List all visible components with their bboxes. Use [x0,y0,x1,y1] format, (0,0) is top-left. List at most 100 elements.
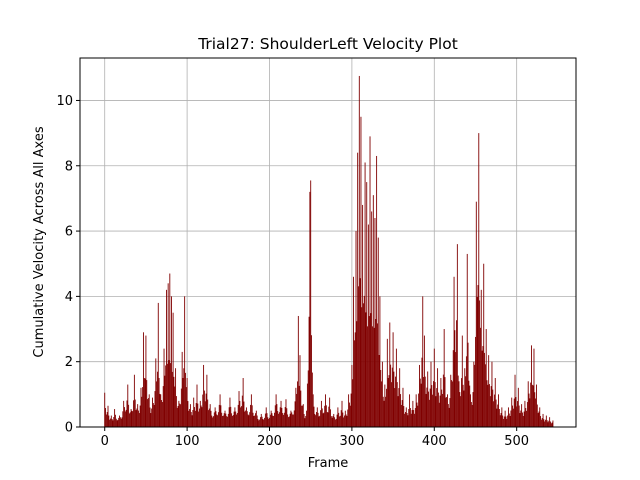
bar [325,394,326,427]
bar [551,422,553,427]
bar [254,415,256,427]
bar [403,406,405,427]
bar [259,417,261,427]
bar [190,412,192,427]
bar [520,410,522,427]
bar [500,413,502,427]
bar [427,371,429,427]
bar [409,394,411,427]
bar [475,201,477,427]
bar [162,386,164,427]
bar [458,381,460,427]
bar [296,393,298,427]
bar [373,327,375,427]
bar [280,400,282,427]
bar [250,404,252,427]
bar [227,416,228,427]
bar [351,364,353,427]
bar [437,392,439,427]
bar [439,395,441,427]
bar [167,283,169,427]
bar [419,378,421,427]
bar [152,403,154,427]
bar [222,415,223,427]
bar [114,409,116,427]
bar [334,417,336,427]
bar [532,385,534,427]
bar [345,414,347,427]
bar [122,411,124,427]
bar [194,410,196,427]
bar [487,384,489,427]
bar [460,396,462,427]
bar [508,413,510,427]
bar [354,332,356,427]
bar [481,350,483,427]
y-tick-label: 10 [56,94,73,109]
bar [467,342,469,427]
bar [320,400,322,427]
bar [251,405,253,427]
bar [302,404,304,427]
bar [302,405,303,427]
bar [270,410,272,427]
bar [329,397,331,427]
bar [533,348,535,427]
bar [367,326,368,427]
bar [437,368,439,427]
bar [119,417,121,427]
bar [523,411,525,427]
bar [550,423,552,427]
bar [370,313,372,427]
bar [405,407,407,427]
bar [303,414,305,427]
bar [527,381,529,427]
bar [134,399,136,427]
bar [359,278,361,427]
bar [150,413,152,427]
bar [320,410,322,427]
bar [231,415,233,427]
bar [260,413,262,427]
bar [202,394,204,427]
bar [524,400,526,427]
bar [443,329,445,427]
bar [477,285,479,427]
bar [175,396,177,427]
bar [498,394,500,427]
bar [131,410,133,427]
bar [214,407,216,427]
bar [482,346,484,427]
bar [276,404,278,427]
bar [521,404,523,427]
bar [171,296,172,427]
bar [397,396,399,427]
bar [542,413,544,427]
bar [545,419,546,427]
bar [205,393,207,427]
bar [158,377,160,427]
bar [229,397,231,427]
bar [497,404,499,427]
bar [278,413,280,427]
x-tick-label: 500 [504,434,529,449]
bar [339,415,341,427]
bar [380,369,382,427]
x-tick-label: 0 [101,434,109,449]
bar [241,395,243,427]
bar [390,364,392,427]
bar [143,377,145,427]
bar [186,378,188,427]
bar [204,401,206,427]
bar [153,404,155,427]
bar [512,405,514,427]
bar [313,406,315,427]
bar [484,352,485,427]
bar [311,335,312,427]
bar [475,336,476,427]
bar [316,407,318,427]
bar [288,416,290,427]
bar [538,411,540,427]
bar [298,385,300,427]
bar [118,417,120,427]
